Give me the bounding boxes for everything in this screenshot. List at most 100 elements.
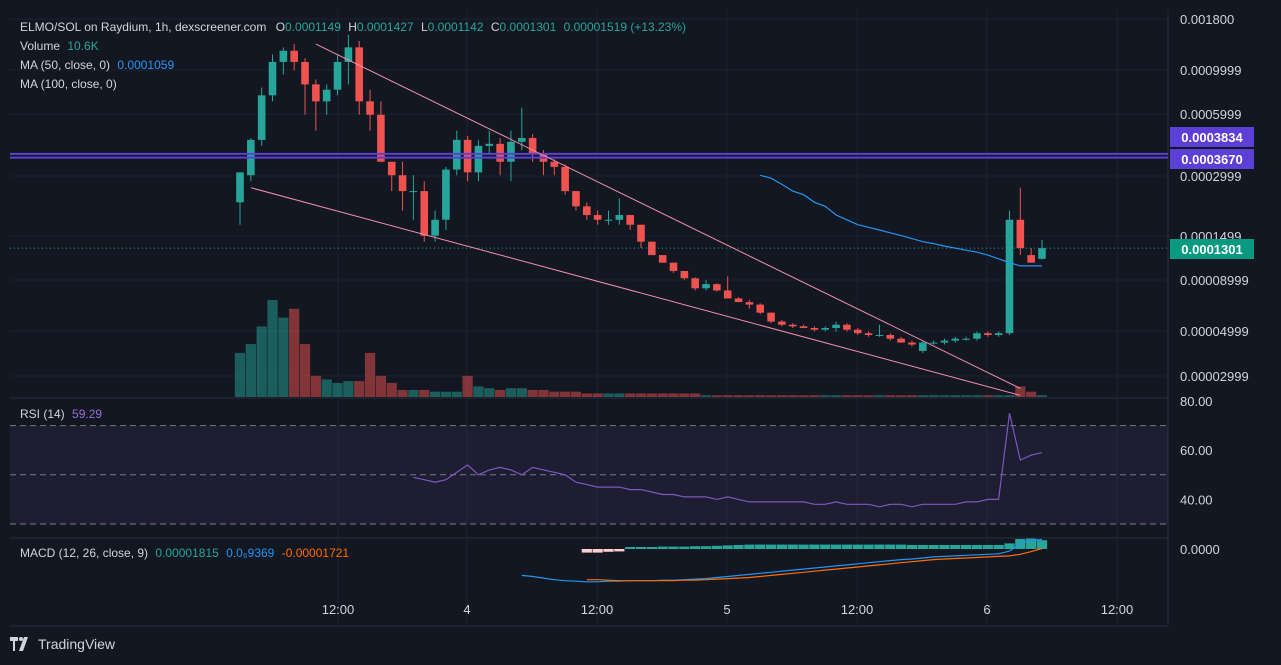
macd-signal-line <box>586 547 1043 582</box>
y-tick-label: 0.0005999 <box>1180 107 1241 122</box>
volume-bar <box>971 395 983 397</box>
volume-bar <box>354 381 365 397</box>
candle-body <box>257 95 266 140</box>
volume-bar <box>332 382 343 397</box>
volume-bar <box>462 375 473 397</box>
volume-bar <box>592 393 603 397</box>
candle-body <box>572 191 580 207</box>
volume-bar <box>451 391 462 397</box>
tradingview-logo[interactable]: TradingView <box>10 636 115 652</box>
rsi-label: RSI (14) <box>20 407 65 421</box>
candle-body <box>301 61 309 85</box>
candle-body <box>593 215 602 220</box>
rsi-tick-label: 80.00 <box>1180 394 1213 409</box>
volume-bar <box>939 395 950 397</box>
macd-histogram-bar <box>874 544 885 549</box>
volume-bar <box>505 388 517 397</box>
macd-line <box>521 538 1043 583</box>
volume-bar <box>419 389 430 397</box>
volume-bar <box>961 395 972 397</box>
candle-body <box>973 333 981 339</box>
macd-histogram-bar <box>1026 538 1037 549</box>
macd-histogram-bar <box>711 545 722 549</box>
volume-bar <box>841 395 853 397</box>
volume-bar <box>538 389 549 397</box>
volume-bar <box>982 395 993 397</box>
macd-histogram-bar <box>852 544 863 549</box>
candle-body <box>984 333 992 335</box>
candle-body <box>517 137 526 142</box>
macd-histogram-bar <box>744 544 755 549</box>
open-value: 0.0001149 <box>285 20 341 34</box>
volume-bar <box>549 391 560 397</box>
volume-bar <box>635 393 647 397</box>
volume-bar <box>343 381 354 397</box>
volume-bar <box>267 300 278 397</box>
volume-bar <box>711 395 722 397</box>
candle-body <box>788 324 797 327</box>
volume-bar <box>570 391 582 397</box>
volume-bar <box>289 308 300 397</box>
tradingview-icon <box>10 637 28 651</box>
volume-bar <box>787 395 798 397</box>
volume-bar <box>527 389 538 397</box>
trendline-lower <box>250 187 1021 396</box>
candle-body <box>713 284 721 291</box>
y-tick-label: 0.00008999 <box>1180 273 1249 288</box>
candle-body <box>507 141 515 162</box>
x-tick-label: 12:00 <box>1101 602 1134 617</box>
rsi-line <box>413 413 1043 508</box>
macd-histogram-bar <box>776 544 788 549</box>
candle-body <box>756 304 765 313</box>
candle-body <box>496 143 504 162</box>
rsi-tick-label: 40.00 <box>1180 492 1213 507</box>
macd-histogram-bar <box>733 545 744 549</box>
macd-histogram-bar <box>928 545 939 549</box>
candle-body <box>409 191 418 193</box>
macd-label: MACD (12, 26, close, 9) <box>20 546 149 560</box>
volume-bar <box>256 326 267 397</box>
candle-body <box>1016 219 1025 249</box>
candle-body <box>648 241 656 256</box>
volume-bar <box>397 389 408 397</box>
y-tick-label: 0.00004999 <box>1180 324 1249 339</box>
header-legend: ELMO/SOL on Raydium, 1h, dexscreener.com… <box>20 19 686 35</box>
volume-label: Volume <box>20 39 61 53</box>
candle-body <box>1005 219 1014 334</box>
candle-body <box>832 324 840 329</box>
volume-bar <box>278 317 289 397</box>
candle-body <box>463 139 472 173</box>
candle-body <box>387 161 396 176</box>
candle-body <box>366 101 374 115</box>
candle-body <box>1027 255 1035 263</box>
y-tick-label: 0.00002999 <box>1180 369 1249 384</box>
volume-bar <box>440 391 452 397</box>
macd-histogram-bar <box>885 544 896 549</box>
close-value: 0.0001301 <box>499 20 557 34</box>
macd-histogram-bar <box>592 549 603 553</box>
macd-histogram-bar <box>939 545 950 549</box>
volume-bar <box>863 395 874 397</box>
candle-body <box>962 338 970 340</box>
volume-legend: Volume 10.6K <box>20 38 99 54</box>
candle-body <box>637 224 645 242</box>
volume-bar <box>375 375 387 397</box>
candle-body <box>853 329 862 334</box>
macd-histogram-bar <box>1036 540 1048 549</box>
macd-histogram-bar <box>603 549 614 552</box>
price-label-current: 0.0001301 <box>1170 239 1254 259</box>
candle-body <box>377 114 385 162</box>
ma50-legend: MA (50, close, 0) 0.0001059 <box>20 57 174 73</box>
x-tick-label: 12:00 <box>841 602 874 617</box>
candle-body <box>843 324 851 330</box>
candle-body <box>333 61 342 90</box>
candle-body <box>799 326 808 329</box>
volume-bar <box>679 393 690 397</box>
volume-bar <box>755 395 766 397</box>
candle-body <box>691 278 699 289</box>
macd-histogram-bar <box>961 545 972 549</box>
candle-body <box>723 290 732 299</box>
volume-bar <box>429 391 441 397</box>
